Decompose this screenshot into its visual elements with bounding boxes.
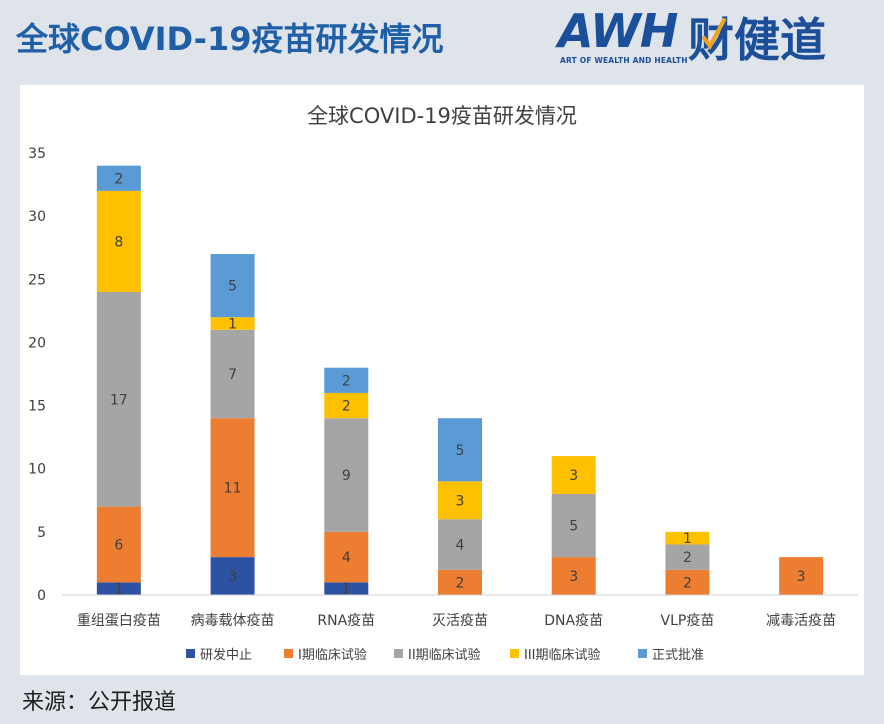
- brand-tagline: ART OF WEALTH AND HEALTH: [560, 56, 688, 65]
- y-tick-label: 15: [28, 399, 46, 415]
- data-label: 2: [683, 550, 692, 566]
- legend-swatch: [638, 649, 647, 658]
- data-label: 1: [114, 582, 123, 598]
- brand-logo: AWH 财健道 ART OF WEALTH AND HEALTH: [558, 4, 858, 70]
- y-tick-label: 30: [28, 209, 46, 225]
- legend-swatch: [510, 649, 519, 658]
- data-label: 2: [456, 575, 465, 591]
- data-label: 3: [456, 493, 465, 509]
- x-tick-label: DNA疫苗: [544, 613, 603, 629]
- legend: 研发中止 I期临床试验 II期临床试验 III期临床试验 正式批准: [186, 647, 704, 663]
- data-label: 1: [342, 582, 351, 598]
- data-label: 3: [797, 569, 806, 585]
- bar-segment: [210, 254, 255, 318]
- y-tick-label: 5: [37, 525, 46, 541]
- bar-segment: [779, 557, 824, 595]
- bar-segment: [665, 569, 710, 595]
- bar-segment: [324, 392, 369, 419]
- page-title: 全球COVID-19疫苗研发情况: [16, 20, 444, 58]
- bar-segment: [324, 367, 369, 393]
- chart-panel: 全球COVID-19疫苗研发情况 0 5 10 15 20 25 30 35 1 6 17 8 2 3 1…: [20, 85, 864, 675]
- bar-segment: [96, 582, 141, 595]
- bar-segment: [438, 481, 482, 520]
- legend-label: 正式批准: [652, 648, 704, 663]
- bar-segment: [324, 418, 369, 532]
- data-label: 2: [342, 373, 351, 389]
- bar-segment: [438, 418, 482, 482]
- y-tick-label: 10: [28, 462, 46, 478]
- data-label: 2: [683, 575, 692, 591]
- bar-segment: [551, 557, 596, 595]
- x-tick-label: 重组蛋白疫苗: [77, 613, 161, 629]
- data-label: 5: [456, 443, 465, 459]
- data-label: 7: [228, 367, 237, 383]
- brand-logo-text: AWH: [558, 4, 678, 58]
- legend-swatch: [284, 649, 293, 658]
- bar-segment: [210, 557, 255, 595]
- bar-segment: [210, 329, 255, 419]
- legend-swatch: [394, 649, 403, 658]
- y-tick-label: 20: [28, 335, 46, 351]
- x-tick-label: 灭活疫苗: [432, 613, 488, 629]
- data-label: 11: [224, 481, 242, 497]
- bar-segment: [210, 418, 255, 558]
- bar-segment: [96, 165, 141, 191]
- legend-label: I期临床试验: [298, 647, 367, 663]
- bar-segment: [438, 569, 482, 595]
- x-tick-label: RNA疫苗: [317, 613, 375, 629]
- bar-segment: [96, 190, 141, 292]
- legend-label: III期临床试验: [524, 647, 601, 663]
- data-label: 2: [114, 171, 123, 187]
- data-label: 4: [342, 550, 351, 566]
- data-label: 1: [228, 316, 237, 332]
- bar-segment: [551, 456, 596, 494]
- bar-segment: [665, 544, 710, 570]
- data-label: 2: [342, 399, 351, 415]
- y-tick-label: 0: [37, 588, 46, 604]
- bar-segment: [96, 506, 141, 583]
- data-label: 1: [683, 531, 692, 547]
- data-label: 6: [114, 537, 123, 553]
- legend-swatch: [186, 649, 195, 658]
- y-tick-label: 35: [28, 146, 46, 162]
- legend-label: 研发中止: [200, 647, 252, 663]
- bar-segment: [551, 493, 596, 558]
- x-tick-label: 减毒活疫苗: [766, 613, 836, 629]
- chart-title: 全球COVID-19疫苗研发情况: [307, 104, 577, 128]
- x-tick-label: VLP疫苗: [661, 613, 715, 629]
- bar-segment: [665, 531, 710, 545]
- bars: 1 6 17 8 2 3 11 7 1 5 1 4 9 2 2 2 4 3 5 3 5 3 2 2 1 3: [96, 165, 824, 598]
- data-label: 5: [228, 279, 237, 295]
- data-label: 3: [569, 468, 578, 484]
- bar-segment: [324, 582, 369, 595]
- x-axis: 重组蛋白疫苗 病毒载体疫苗 RNA疫苗 灭活疫苗 DNA疫苗 VLP疫苗 减毒活疫苗: [62, 594, 858, 629]
- bar-segment: [210, 317, 255, 330]
- data-label: 9: [342, 468, 351, 484]
- bar-segment: [324, 531, 369, 583]
- data-label: 4: [456, 537, 465, 553]
- data-label: 3: [569, 569, 578, 585]
- y-tick-label: 25: [28, 272, 46, 288]
- legend-label: II期临床试验: [408, 647, 481, 663]
- y-axis: 0 5 10 15 20 25 30 35: [28, 146, 46, 604]
- check-mark-icon: [702, 18, 726, 50]
- source-note: 来源：公开报道: [22, 690, 177, 715]
- data-label: 5: [569, 519, 578, 535]
- bar-segment: [438, 519, 482, 570]
- bar-segment: [96, 291, 141, 507]
- data-label: 8: [114, 234, 123, 250]
- x-tick-label: 病毒载体疫苗: [191, 613, 275, 629]
- data-label: 17: [110, 392, 128, 408]
- data-label: 3: [228, 569, 237, 585]
